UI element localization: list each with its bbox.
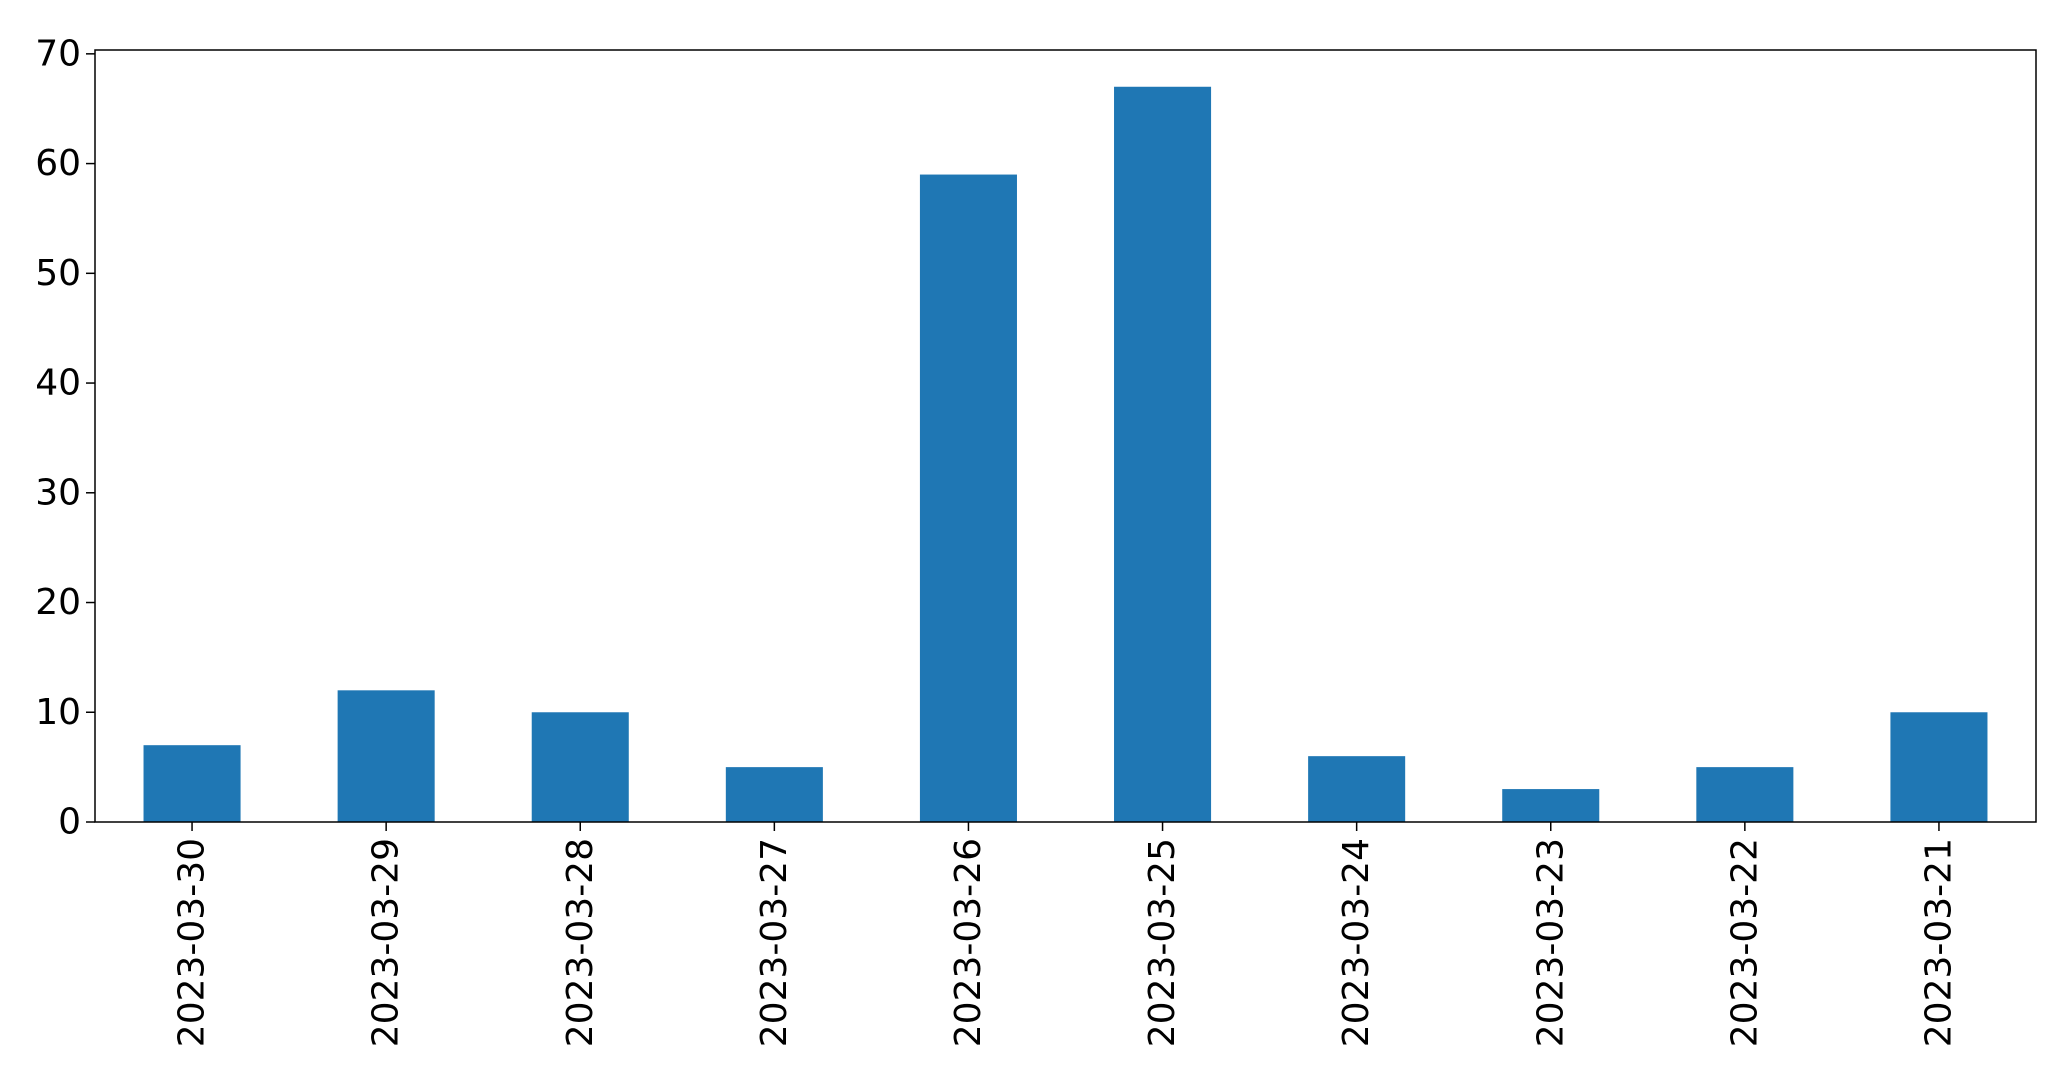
x-tick-label: 2023-03-29	[366, 838, 407, 1047]
x-tick-label: 2023-03-23	[1530, 838, 1571, 1047]
y-tick-label: 50	[35, 253, 81, 294]
x-tick-label: 2023-03-28	[560, 838, 601, 1047]
bar-2023-03-29	[337, 690, 435, 822]
y-tick-label: 30	[35, 472, 81, 513]
bar-2023-03-26	[919, 174, 1017, 823]
x-tick-label: 2023-03-27	[754, 838, 795, 1047]
x-tick-label: 2023-03-22	[1724, 838, 1765, 1047]
axes-frame	[94, 49, 2037, 823]
bar-2023-03-24	[1308, 756, 1406, 822]
y-tick-label: 0	[58, 802, 81, 843]
bar-2023-03-27	[725, 767, 823, 822]
x-tick-label: 2023-03-26	[948, 838, 989, 1047]
bar-2023-03-28	[531, 712, 629, 822]
bars-layer	[143, 86, 1988, 823]
x-tick-label: 2023-03-21	[1918, 838, 1959, 1047]
bar-2023-03-23	[1502, 789, 1600, 822]
y-tick-label: 10	[35, 692, 81, 733]
y-tick-label: 40	[35, 363, 81, 404]
y-tick-label: 20	[35, 582, 81, 623]
y-tick-label: 60	[35, 143, 81, 184]
bar-2023-03-25	[1114, 86, 1212, 822]
y-axis: 0 10 20 30 40 50 60 70	[35, 33, 95, 843]
bar-2023-03-21	[1890, 712, 1988, 822]
bar-2023-03-22	[1696, 767, 1794, 822]
x-tick-label: 2023-03-30	[172, 838, 213, 1047]
x-axis: 2023-03-30 2023-03-29 2023-03-28 2023-03-27…	[172, 822, 1959, 1047]
bar-2023-03-30	[143, 745, 241, 822]
x-tick-label: 2023-03-25	[1142, 838, 1183, 1047]
x-tick-label: 2023-03-24	[1336, 838, 1377, 1047]
y-tick-label: 70	[35, 33, 81, 74]
